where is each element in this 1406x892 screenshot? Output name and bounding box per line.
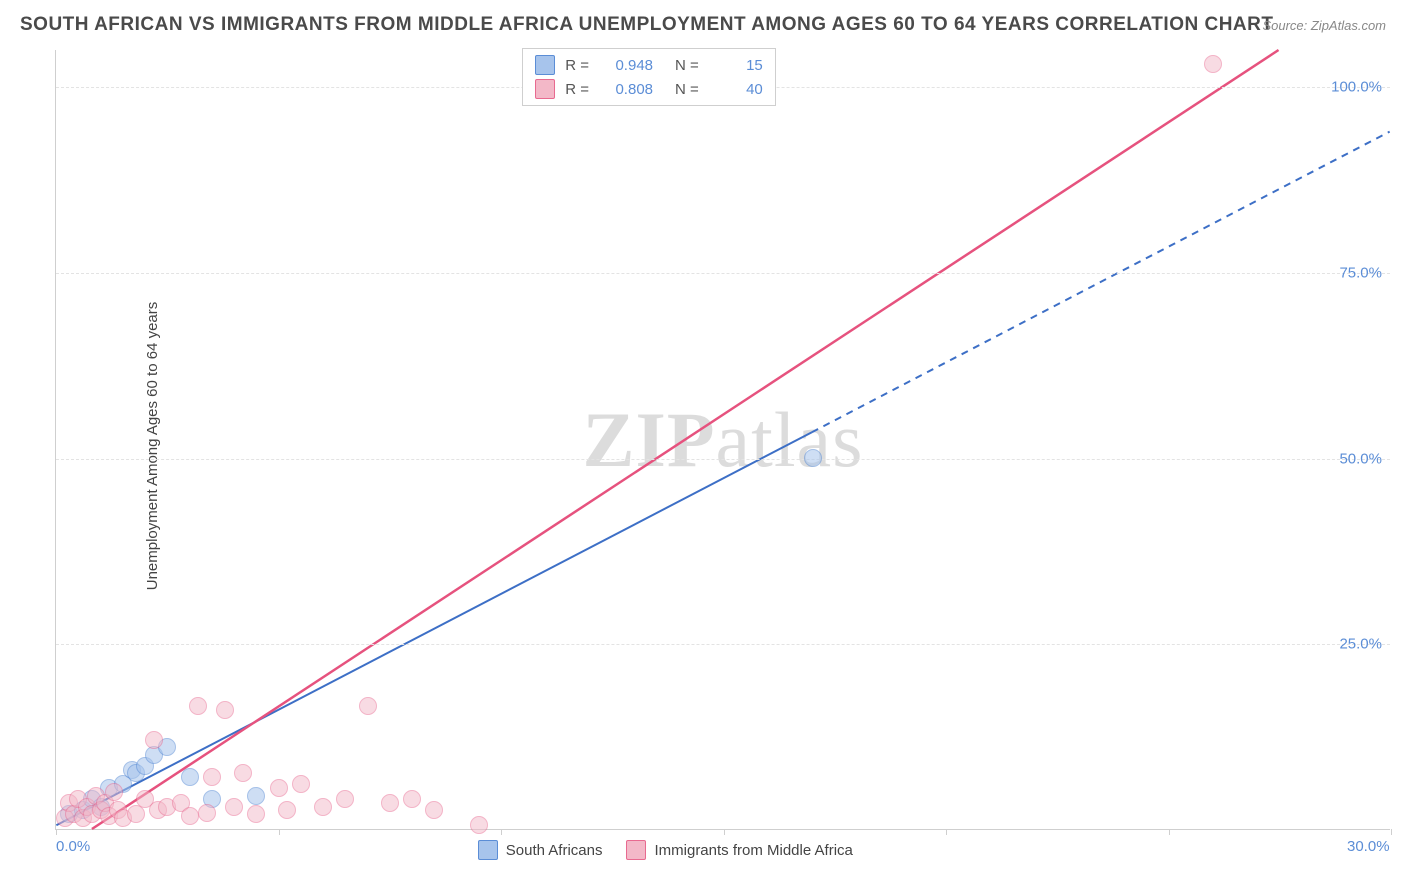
x-tick [501, 829, 502, 835]
y-tick-label: 100.0% [1331, 79, 1382, 96]
correlation-legend: R = 0.948 N = 15 R = 0.808 N = 40 [522, 48, 776, 106]
x-tick [279, 829, 280, 835]
x-tick [946, 829, 947, 835]
legend-label: Immigrants from Middle Africa [654, 842, 852, 859]
scatter-point [189, 697, 207, 715]
scatter-point [1204, 55, 1222, 73]
scatter-point [105, 783, 123, 801]
x-tick [1169, 829, 1170, 835]
regression-line [56, 432, 812, 825]
scatter-point [216, 701, 234, 719]
legend-n-label: N = [675, 57, 699, 74]
scatter-point [181, 768, 199, 786]
gridline [56, 273, 1390, 274]
legend-r-value: 0.808 [599, 81, 653, 98]
scatter-point [381, 794, 399, 812]
legend-item: Immigrants from Middle Africa [626, 840, 852, 860]
scatter-point [225, 798, 243, 816]
scatter-point [403, 790, 421, 808]
x-tick-label: 0.0% [56, 838, 90, 855]
scatter-point [198, 804, 216, 822]
legend-r-value: 0.948 [599, 57, 653, 74]
scatter-point [247, 805, 265, 823]
scatter-point [278, 801, 296, 819]
legend-row: R = 0.948 N = 15 [523, 53, 775, 77]
legend-n-value: 15 [709, 57, 763, 74]
scatter-point [181, 807, 199, 825]
gridline [56, 459, 1390, 460]
series-legend: South Africans Immigrants from Middle Afr… [478, 840, 853, 860]
chart-title: SOUTH AFRICAN VS IMMIGRANTS FROM MIDDLE … [20, 14, 1273, 36]
y-tick-label: 50.0% [1339, 450, 1382, 467]
legend-swatch [535, 55, 555, 75]
legend-r-label: R = [565, 81, 589, 98]
regression-line [92, 50, 1279, 829]
y-tick-label: 75.0% [1339, 264, 1382, 281]
scatter-point [270, 779, 288, 797]
scatter-point [292, 775, 310, 793]
scatter-point [425, 801, 443, 819]
x-tick [724, 829, 725, 835]
x-tick [1391, 829, 1392, 835]
source-attribution: Source: ZipAtlas.com [1262, 18, 1386, 33]
scatter-point [359, 697, 377, 715]
watermark-text: ZIPatlas [583, 395, 864, 485]
plot-area: ZIPatlas 25.0%50.0%75.0%100.0%0.0%30.0% [55, 50, 1390, 830]
gridline [56, 644, 1390, 645]
legend-swatch [535, 79, 555, 99]
scatter-point [145, 731, 163, 749]
scatter-point [234, 764, 252, 782]
legend-n-label: N = [675, 81, 699, 98]
scatter-point [203, 768, 221, 786]
scatter-point [247, 787, 265, 805]
legend-swatch [626, 840, 646, 860]
legend-r-label: R = [565, 57, 589, 74]
legend-label: South Africans [506, 842, 603, 859]
scatter-point [804, 449, 822, 467]
legend-row: R = 0.808 N = 40 [523, 77, 775, 101]
regression-line-dashed [812, 132, 1390, 433]
y-tick-label: 25.0% [1339, 636, 1382, 653]
legend-swatch [478, 840, 498, 860]
legend-item: South Africans [478, 840, 603, 860]
x-tick-label: 30.0% [1347, 838, 1390, 855]
legend-n-value: 40 [709, 81, 763, 98]
scatter-point [314, 798, 332, 816]
x-tick [56, 829, 57, 835]
regression-lines-layer [56, 50, 1390, 829]
scatter-point [470, 816, 488, 834]
scatter-point [336, 790, 354, 808]
